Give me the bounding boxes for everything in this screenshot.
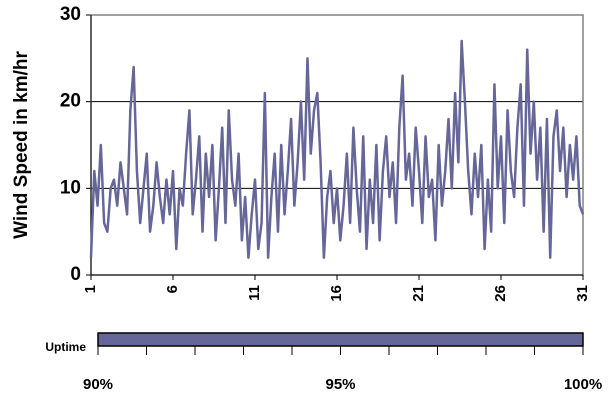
y-tick-label: 30 bbox=[60, 4, 81, 25]
y-axis-label: Wind Speed in km/hr bbox=[11, 51, 32, 239]
x-tick-label: 90% bbox=[83, 376, 113, 393]
x-tick-label: 100% bbox=[564, 376, 602, 393]
series-line bbox=[89, 39, 585, 259]
y-tick-label: 10 bbox=[60, 177, 81, 198]
x-tick-label: 1 bbox=[82, 285, 99, 293]
x-tick-label: 26 bbox=[492, 285, 509, 302]
x-tick-label: 95% bbox=[325, 376, 355, 393]
x-tick-label: 16 bbox=[328, 285, 345, 302]
x-tick-label: 11 bbox=[246, 285, 263, 301]
bar bbox=[97, 332, 584, 347]
category-label: Uptime bbox=[45, 340, 86, 354]
x-tick-label: 31 bbox=[574, 285, 591, 302]
y-tick-label: 20 bbox=[60, 91, 81, 112]
y-tick-label: 0 bbox=[70, 264, 81, 285]
x-tick-label: 21 bbox=[410, 285, 427, 302]
x-tick-label: 6 bbox=[164, 285, 181, 293]
